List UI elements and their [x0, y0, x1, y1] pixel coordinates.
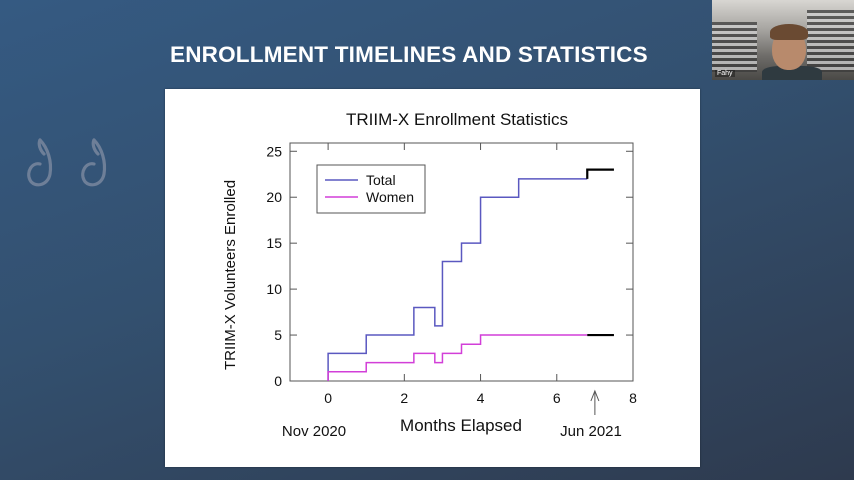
slide-title: ENROLLMENT TIMELINES AND STATISTICS — [170, 42, 648, 67]
y-tick-label: 10 — [266, 281, 282, 297]
participant-body — [762, 66, 822, 80]
y-tick-label: 5 — [274, 327, 282, 343]
x-tick-label: 8 — [629, 390, 637, 406]
arrow-head — [590, 389, 600, 402]
background-shelf — [712, 22, 757, 72]
enrollment-chart: TRIIM-X Enrollment Statistics 0510152025… — [222, 110, 637, 440]
participant-hair — [770, 24, 808, 40]
chart-panel: TRIIM-X Enrollment Statistics 0 5 10 15 20 25… — [165, 89, 700, 467]
series-line-women — [327, 334, 588, 381]
start-date-label: Nov 2020 — [282, 423, 346, 440]
legend-label-total: Total — [366, 172, 396, 188]
webcam-video-tile[interactable]: Fahy — [712, 0, 854, 80]
background-shelf — [807, 10, 854, 72]
chart-title: TRIIM-X Enrollment Statistics — [346, 110, 568, 129]
date-arrow-icon — [590, 389, 600, 415]
y-tick-label: 25 — [266, 143, 282, 159]
legend: Total Women — [316, 164, 426, 214]
y-tick-label: 0 — [274, 373, 282, 389]
x-axis-label: Months Elapsed — [400, 416, 522, 435]
x-tick-label: 0 — [324, 390, 332, 406]
series-line-total — [327, 178, 588, 381]
series-projection-total — [586, 168, 614, 179]
y-tick-label: 20 — [266, 189, 282, 205]
y-tick-label: 15 — [266, 235, 282, 251]
x-tick-label: 2 — [400, 390, 408, 406]
plot-frame — [289, 142, 634, 382]
end-date-label: Jun 2021 — [560, 423, 622, 440]
quote-marks-icon — [27, 138, 107, 187]
x-tick-label: 6 — [553, 390, 561, 406]
x-tick-label: 4 — [477, 390, 485, 406]
legend-box — [316, 164, 426, 214]
y-axis-label: TRIIM-X Volunteers Enrolled — [222, 180, 239, 370]
legend-label-women: Women — [366, 189, 414, 205]
participant-name-label: Fahy — [715, 70, 735, 77]
